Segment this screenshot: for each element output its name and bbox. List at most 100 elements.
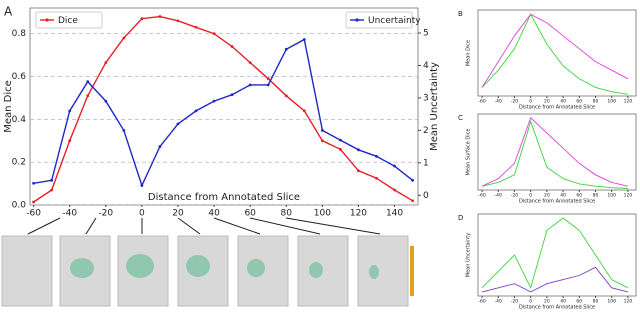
y2-tick-label: 1	[423, 158, 429, 168]
series-line	[481, 13, 629, 88]
overlay	[70, 258, 94, 278]
x-tick-label: -40	[495, 193, 502, 199]
x-tick-label: -60	[478, 193, 485, 199]
y2-tick-label: 3	[423, 93, 429, 103]
y2-axis-label: Mean Uncertainty	[429, 62, 440, 151]
y2-tick-label: 5	[423, 28, 429, 38]
point	[86, 94, 90, 98]
point	[194, 25, 198, 29]
x-tick-label: 40	[560, 193, 566, 199]
point	[50, 188, 54, 192]
series-line	[481, 13, 628, 95]
x-axis-label: Distance from Annotated Slice	[148, 192, 300, 203]
point	[176, 122, 180, 126]
point	[140, 17, 144, 21]
x-tick-label: 60	[244, 209, 256, 219]
x-tick-label: 60	[576, 99, 582, 105]
x-tick-label: -20	[511, 99, 518, 105]
arrow	[177, 217, 201, 235]
x-tick-label: -20	[511, 299, 518, 305]
y-tick-label: 0.6	[12, 72, 27, 82]
x-tick-label: -20	[511, 193, 518, 199]
y-tick-label: 0.0	[12, 201, 27, 211]
x-tick-label: 0	[529, 99, 532, 105]
plot-frame	[477, 213, 637, 297]
point	[50, 178, 54, 182]
point	[68, 139, 72, 143]
y-axis-label: Mean Surface Dice	[466, 129, 472, 176]
point	[122, 128, 126, 132]
x-tick-label: 120	[624, 299, 633, 305]
point	[32, 181, 36, 185]
point	[411, 199, 414, 203]
ct-image	[1, 235, 53, 307]
series-line	[481, 117, 629, 187]
point	[411, 178, 414, 182]
point	[320, 128, 324, 132]
plot-frame	[477, 9, 637, 97]
arrow	[213, 217, 261, 235]
point	[393, 188, 396, 192]
point	[302, 109, 306, 113]
point	[104, 99, 108, 103]
legend-box	[345, 11, 413, 29]
x-tick-label: 20	[544, 99, 550, 105]
arrow	[249, 217, 321, 235]
point	[86, 80, 90, 84]
series-line	[33, 15, 413, 203]
panel-label: D	[458, 214, 463, 222]
x-tick-label: 100	[607, 193, 616, 199]
x-tick-label: -40	[62, 209, 77, 219]
x-tick-label: -40	[495, 299, 502, 305]
legend-marker	[355, 18, 359, 22]
overlay	[369, 265, 379, 279]
point	[212, 32, 216, 36]
panel-label: B	[458, 10, 463, 18]
point	[122, 36, 126, 40]
legend-label: Uncertainty	[368, 16, 421, 26]
overlay	[247, 259, 265, 277]
point	[357, 169, 360, 173]
x-tick-label: 100	[607, 99, 616, 105]
x-tick-label: 0	[529, 193, 532, 199]
point	[194, 109, 198, 113]
overlay	[309, 262, 323, 278]
x-tick-label: 80	[593, 299, 599, 305]
point	[158, 145, 162, 148]
x-tick-label: 120	[624, 193, 633, 199]
x-tick-label: 100	[314, 209, 331, 219]
y-axis-label: Mean Dice	[3, 80, 14, 133]
ct-strip	[1, 235, 409, 307]
panel-label: A	[4, 5, 13, 19]
point	[248, 61, 252, 65]
colorbar	[410, 246, 414, 296]
point	[248, 83, 252, 87]
y2-tick-label: 4	[423, 61, 429, 71]
x-tick-label: 40	[560, 299, 566, 305]
overlay	[186, 255, 210, 277]
x-axis-label: Distance from Annotated Slice	[519, 105, 595, 111]
plot-frame	[29, 7, 419, 206]
x-tick-label: -40	[495, 99, 502, 105]
panel-label: C	[458, 114, 463, 122]
x-tick-label: 120	[624, 99, 633, 105]
point	[176, 19, 180, 23]
y2-tick-label: 0	[423, 191, 429, 201]
point	[140, 184, 144, 187]
point	[32, 200, 36, 204]
y-axis-label: Mean Dice	[466, 40, 472, 66]
point	[393, 164, 396, 168]
x-tick-label: -60	[26, 209, 41, 219]
x-tick-label: 80	[593, 99, 599, 105]
x-tick-label: -60	[478, 299, 485, 305]
x-tick-label: 100	[607, 299, 616, 305]
overlay	[126, 254, 154, 278]
point	[339, 147, 342, 151]
point	[320, 139, 324, 143]
x-tick-label: 40	[208, 209, 220, 219]
organ-overlays	[70, 254, 379, 279]
point	[339, 138, 342, 142]
y-tick-label: 0.2	[12, 158, 26, 168]
point	[302, 38, 306, 41]
x-tick-label: 20	[544, 193, 550, 199]
